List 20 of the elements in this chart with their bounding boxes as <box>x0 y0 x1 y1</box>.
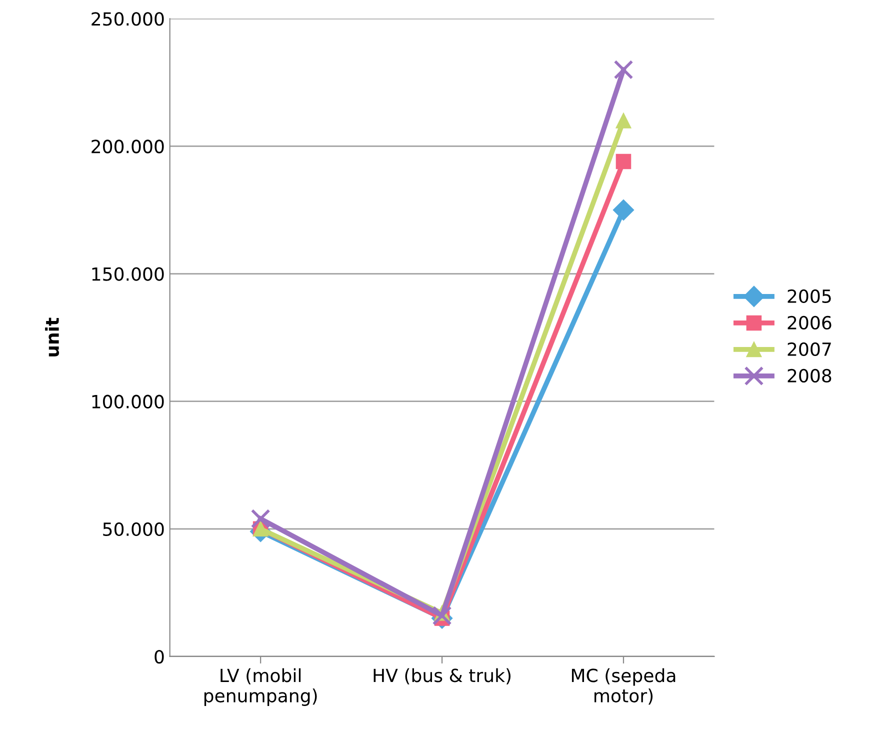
y-tick-label: 250.000 <box>92 12 164 26</box>
point <box>616 113 632 128</box>
x-tick-label: LV (mobil penumpang) <box>204 668 317 706</box>
y-tick-label: 100.000 <box>92 394 164 408</box>
x-tick-label: MC (sepeda motor) <box>572 668 676 705</box>
legend-label: 2007 <box>788 342 831 356</box>
point <box>250 508 270 528</box>
y-axis-title: unit <box>45 318 60 356</box>
legend-label: 2005 <box>788 289 831 304</box>
point <box>616 154 632 170</box>
point <box>432 606 452 626</box>
point <box>612 199 634 221</box>
legend-label: 2006 <box>788 316 832 330</box>
legend-label: 2008 <box>788 368 832 383</box>
point <box>614 60 634 80</box>
y-tick-label: 0 <box>154 650 164 664</box>
y-tick-label: 150.000 <box>92 267 164 281</box>
y-tick-label: 50.000 <box>103 522 164 536</box>
x-tick-label: HV (bus & truk) <box>374 668 510 684</box>
y-tick-label: 200.000 <box>92 140 164 154</box>
